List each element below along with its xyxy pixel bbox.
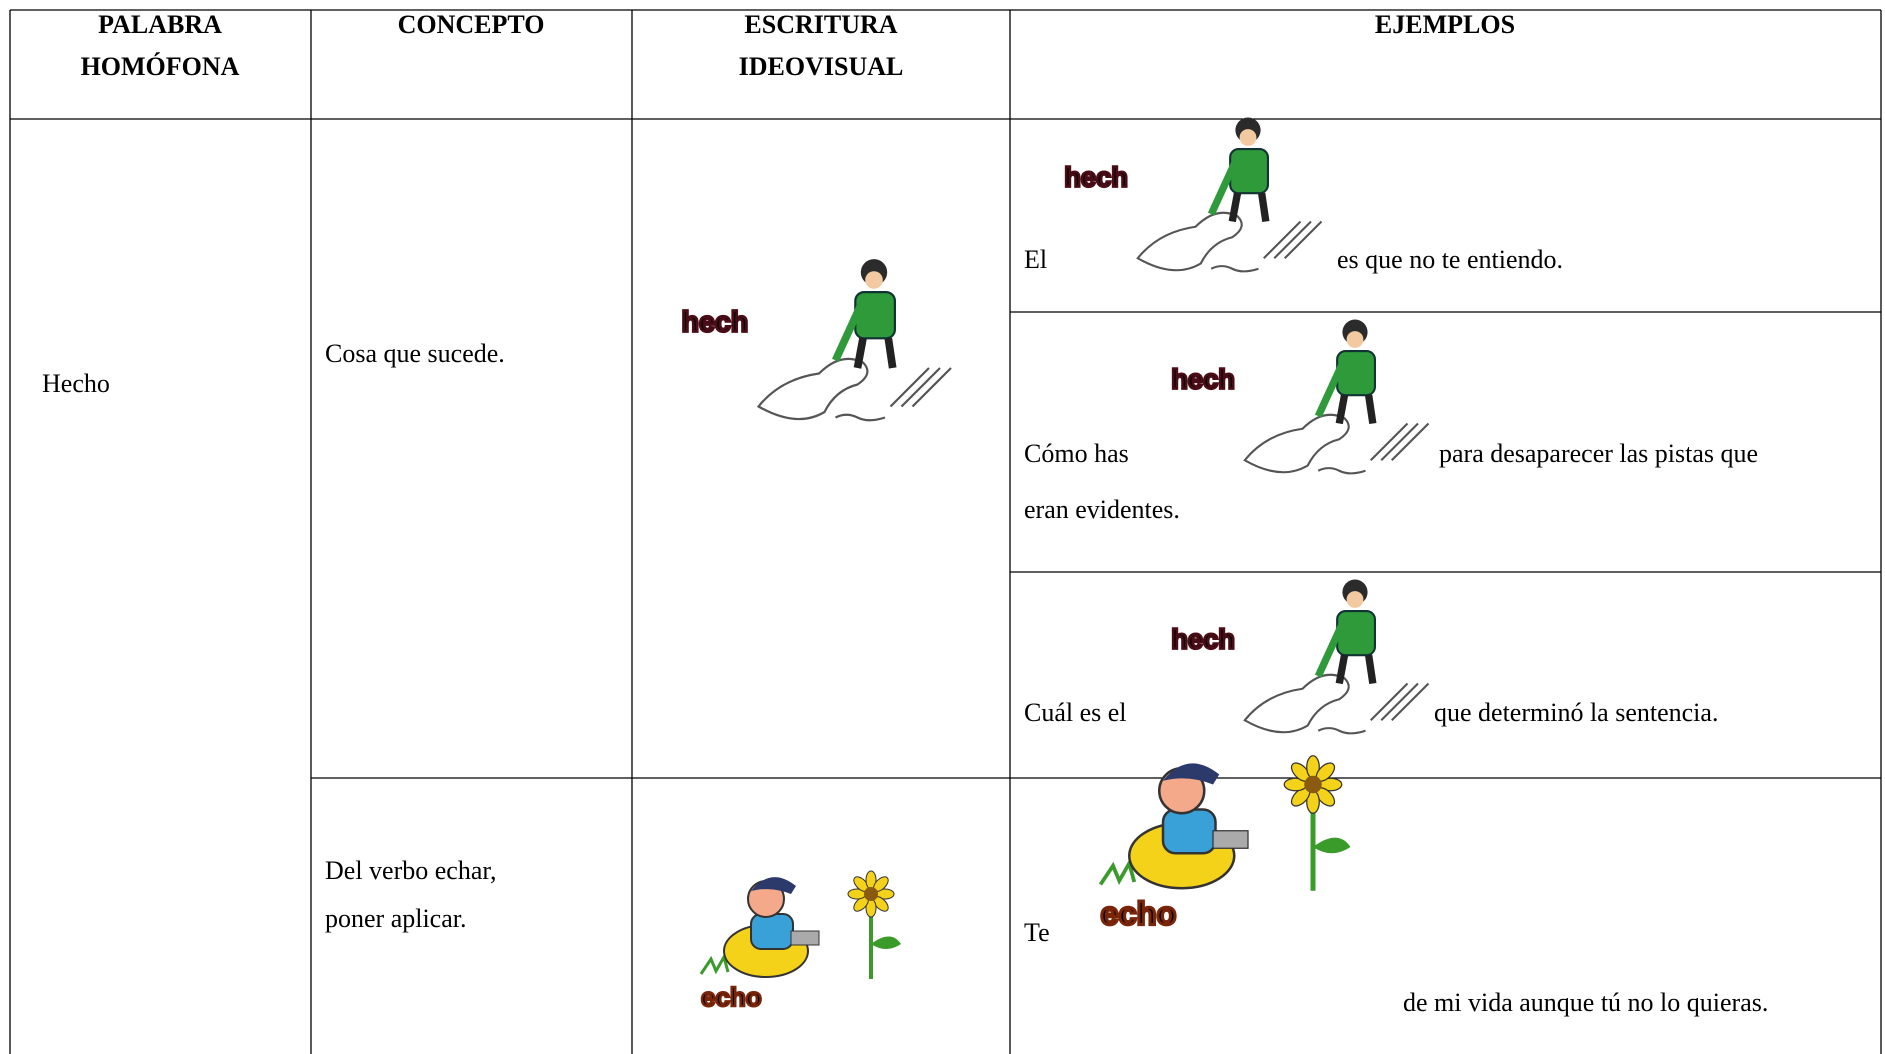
header-text: IDEOVISUAL <box>739 52 904 81</box>
vest <box>854 291 897 340</box>
hatch <box>1391 682 1430 721</box>
hatch <box>1273 220 1312 259</box>
header-text: EJEMPLOS <box>1375 10 1515 39</box>
hatch <box>889 367 930 408</box>
glove <box>1136 211 1243 272</box>
hatch <box>1370 422 1409 461</box>
example-text: Te <box>1024 918 1050 947</box>
shirt <box>1161 808 1217 855</box>
glove <box>756 357 869 421</box>
homophone-word: Hecho <box>42 369 110 398</box>
arm <box>1207 162 1238 216</box>
face <box>1346 331 1364 348</box>
leg <box>884 337 897 369</box>
glove <box>1243 413 1350 474</box>
arm <box>832 305 864 362</box>
concept-text: Cosa que sucede. <box>325 339 505 368</box>
illustration-word: echo <box>1101 895 1177 931</box>
leg <box>1335 654 1349 685</box>
example-text: Cuál es el <box>1024 698 1127 727</box>
leg <box>1258 192 1270 223</box>
can <box>1212 830 1249 849</box>
example-text: El <box>1024 245 1047 274</box>
leaf <box>871 936 901 949</box>
hatch <box>1380 422 1419 461</box>
flower-center <box>864 887 878 901</box>
leg <box>853 337 867 369</box>
grass <box>699 953 730 975</box>
flower-center <box>1304 775 1322 794</box>
concept-text: poner aplicar. <box>325 904 467 933</box>
illustration-word: hech <box>1171 364 1235 395</box>
arm <box>1314 624 1345 678</box>
leg <box>1335 394 1349 425</box>
concept-text: Del verbo echar, <box>325 856 496 885</box>
header-text: ESCRITURA <box>744 10 897 39</box>
leg <box>1365 654 1377 685</box>
illustration-word: hech <box>682 307 749 339</box>
example-text: para desaparecer las pistas que <box>1439 439 1758 468</box>
hatch <box>900 367 941 408</box>
vest <box>1336 349 1376 397</box>
illustration: echo <box>1098 755 1351 933</box>
grass <box>1098 858 1137 886</box>
vest <box>1229 147 1269 195</box>
leg <box>1365 394 1377 425</box>
hat <box>751 877 796 894</box>
header-text: CONCEPTO <box>398 10 545 39</box>
face <box>1346 591 1364 608</box>
vest <box>1336 609 1376 657</box>
shirt <box>750 913 794 950</box>
face <box>1239 129 1257 146</box>
arm <box>1314 364 1345 418</box>
example-text: eran evidentes. <box>1024 495 1180 524</box>
illustration: hech <box>1170 579 1430 735</box>
face <box>865 271 883 289</box>
leg <box>1228 192 1242 223</box>
hatch <box>1284 220 1323 259</box>
illustration-word: hech <box>1064 162 1128 193</box>
hatch <box>911 367 952 408</box>
hatch <box>1263 220 1302 259</box>
header-text: HOMÓFONA <box>81 52 240 81</box>
illustration: hech <box>1170 319 1430 475</box>
illustration: hech <box>1063 117 1323 273</box>
squiggle <box>1210 265 1259 273</box>
leaf <box>1313 837 1351 854</box>
example-text: que determinó la sentencia. <box>1434 698 1718 727</box>
illustration-word: hech <box>1171 624 1235 655</box>
glove <box>1243 673 1350 734</box>
hatch <box>1370 682 1409 721</box>
example-text: es que no te entiendo. <box>1337 245 1563 274</box>
table-borders <box>9 9 1882 1054</box>
example-text: de mi vida aunque tú no lo quieras. <box>1403 988 1768 1017</box>
example-text: Cómo has <box>1024 439 1129 468</box>
squiggle <box>835 413 886 422</box>
hatch <box>1391 422 1430 461</box>
illustration: echo <box>699 870 901 1013</box>
illustration-word: echo <box>701 982 762 1012</box>
header-text: PALABRA <box>98 10 222 39</box>
hatch <box>1380 682 1419 721</box>
can <box>790 930 820 946</box>
squiggle <box>1317 467 1366 475</box>
illustration: hech <box>680 259 952 422</box>
squiggle <box>1317 727 1366 735</box>
hat <box>1163 763 1220 785</box>
